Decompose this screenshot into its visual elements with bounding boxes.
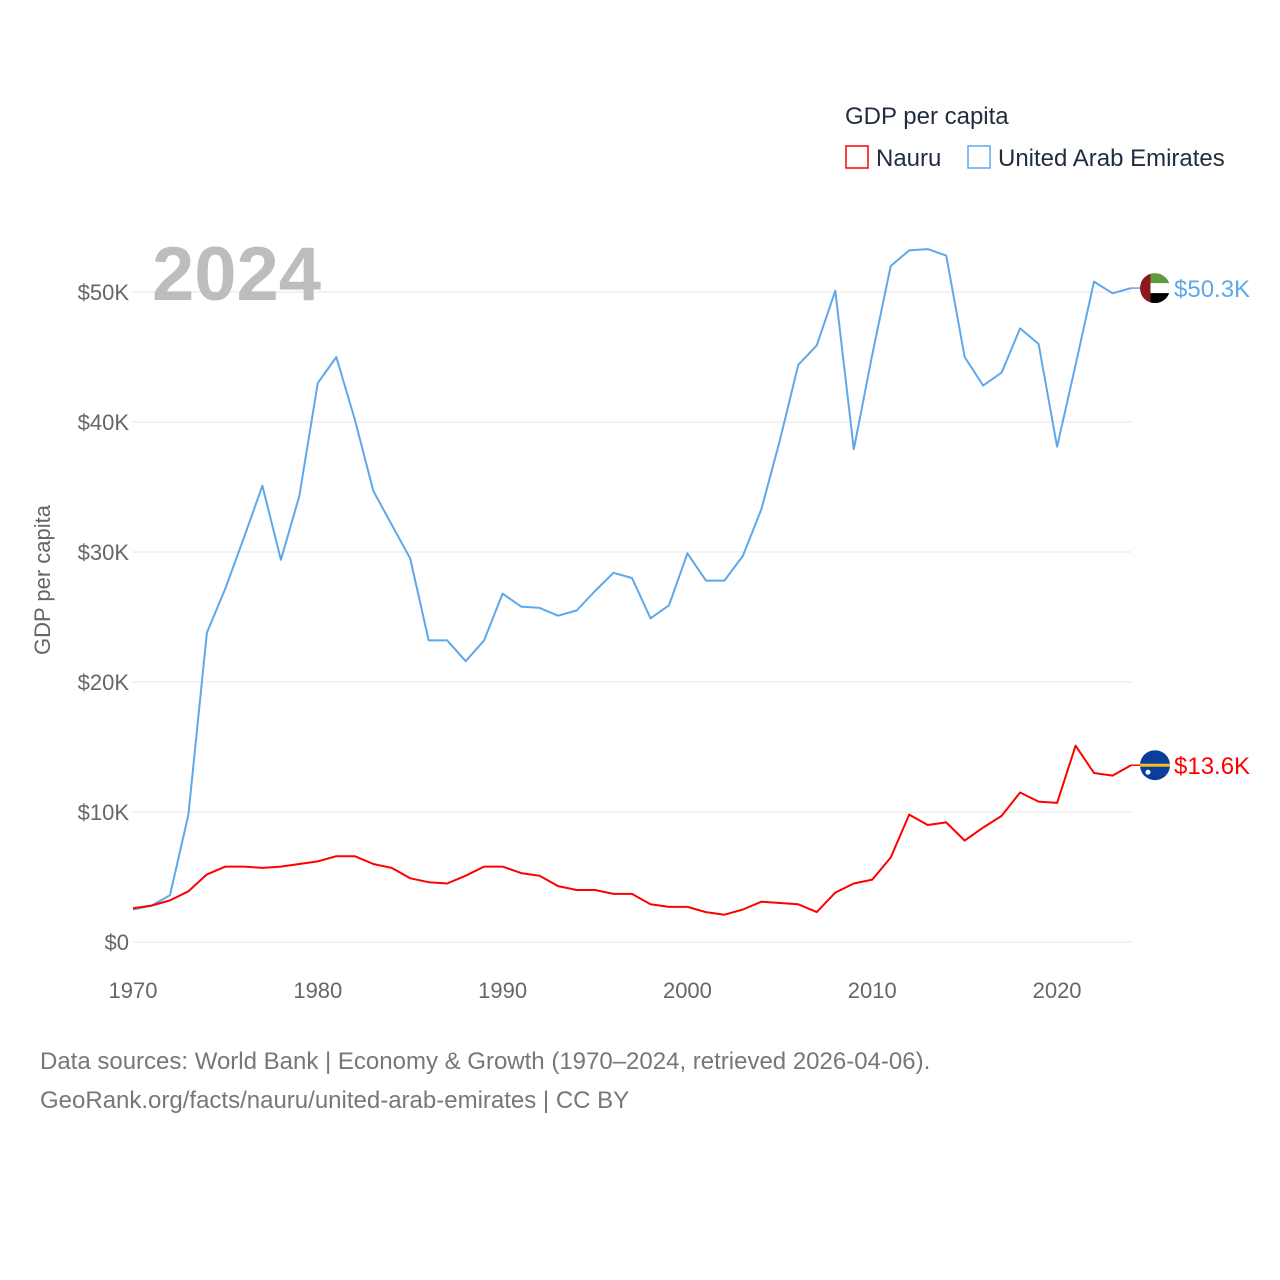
x-tick-label: 1990 bbox=[478, 978, 527, 1003]
series-line-uae bbox=[132, 248, 1132, 911]
x-tick-label: 2010 bbox=[848, 978, 897, 1003]
uae-flag-icon bbox=[1140, 273, 1170, 304]
legend-label-uae[interactable]: United Arab Emirates bbox=[998, 145, 1225, 172]
end-value-label: $13.6K bbox=[1174, 753, 1250, 780]
x-tick-label: 1970 bbox=[109, 978, 158, 1003]
x-tick-label: 2020 bbox=[1033, 978, 1082, 1003]
y-axis: $0 $10K $20K $30K $40K $50K bbox=[78, 280, 130, 955]
gridlines bbox=[133, 291, 1131, 943]
year-label: 2024 bbox=[152, 232, 321, 317]
source-line-1: Data sources: World Bank | Economy & Gro… bbox=[40, 1048, 931, 1075]
series-line-nauru bbox=[132, 744, 1132, 916]
source-note: Data sources: World Bank | Economy & Gro… bbox=[40, 1042, 930, 1120]
end-labels: $50.3K $13.6K bbox=[1131, 273, 1250, 781]
y-tick-label: $0 bbox=[105, 930, 129, 955]
nauru-flag-icon bbox=[1140, 750, 1170, 781]
y-tick-label: $50K bbox=[78, 280, 130, 305]
y-tick-label: $30K bbox=[78, 540, 130, 565]
legend: GDP per capita Nauru United Arab Emirate… bbox=[845, 103, 1225, 172]
end-value-label: $50.3K bbox=[1174, 276, 1250, 303]
x-axis: 1970 1980 1990 2000 2010 2020 bbox=[109, 978, 1082, 1003]
source-line-2[interactable]: GeoRank.org/facts/nauru/united-arab-emir… bbox=[40, 1087, 630, 1114]
legend-swatch-nauru bbox=[845, 145, 869, 169]
y-tick-label: $20K bbox=[78, 670, 130, 695]
y-tick-label: $40K bbox=[78, 410, 130, 435]
y-axis-title: GDP per capita bbox=[30, 504, 55, 655]
legend-label-nauru[interactable]: Nauru bbox=[876, 145, 941, 172]
x-tick-label: 1980 bbox=[293, 978, 342, 1003]
x-tick-label: 2000 bbox=[663, 978, 712, 1003]
legend-swatch-uae bbox=[967, 145, 991, 169]
y-tick-label: $10K bbox=[78, 800, 130, 825]
series-lines bbox=[132, 248, 1132, 916]
legend-title: GDP per capita bbox=[845, 103, 1009, 130]
